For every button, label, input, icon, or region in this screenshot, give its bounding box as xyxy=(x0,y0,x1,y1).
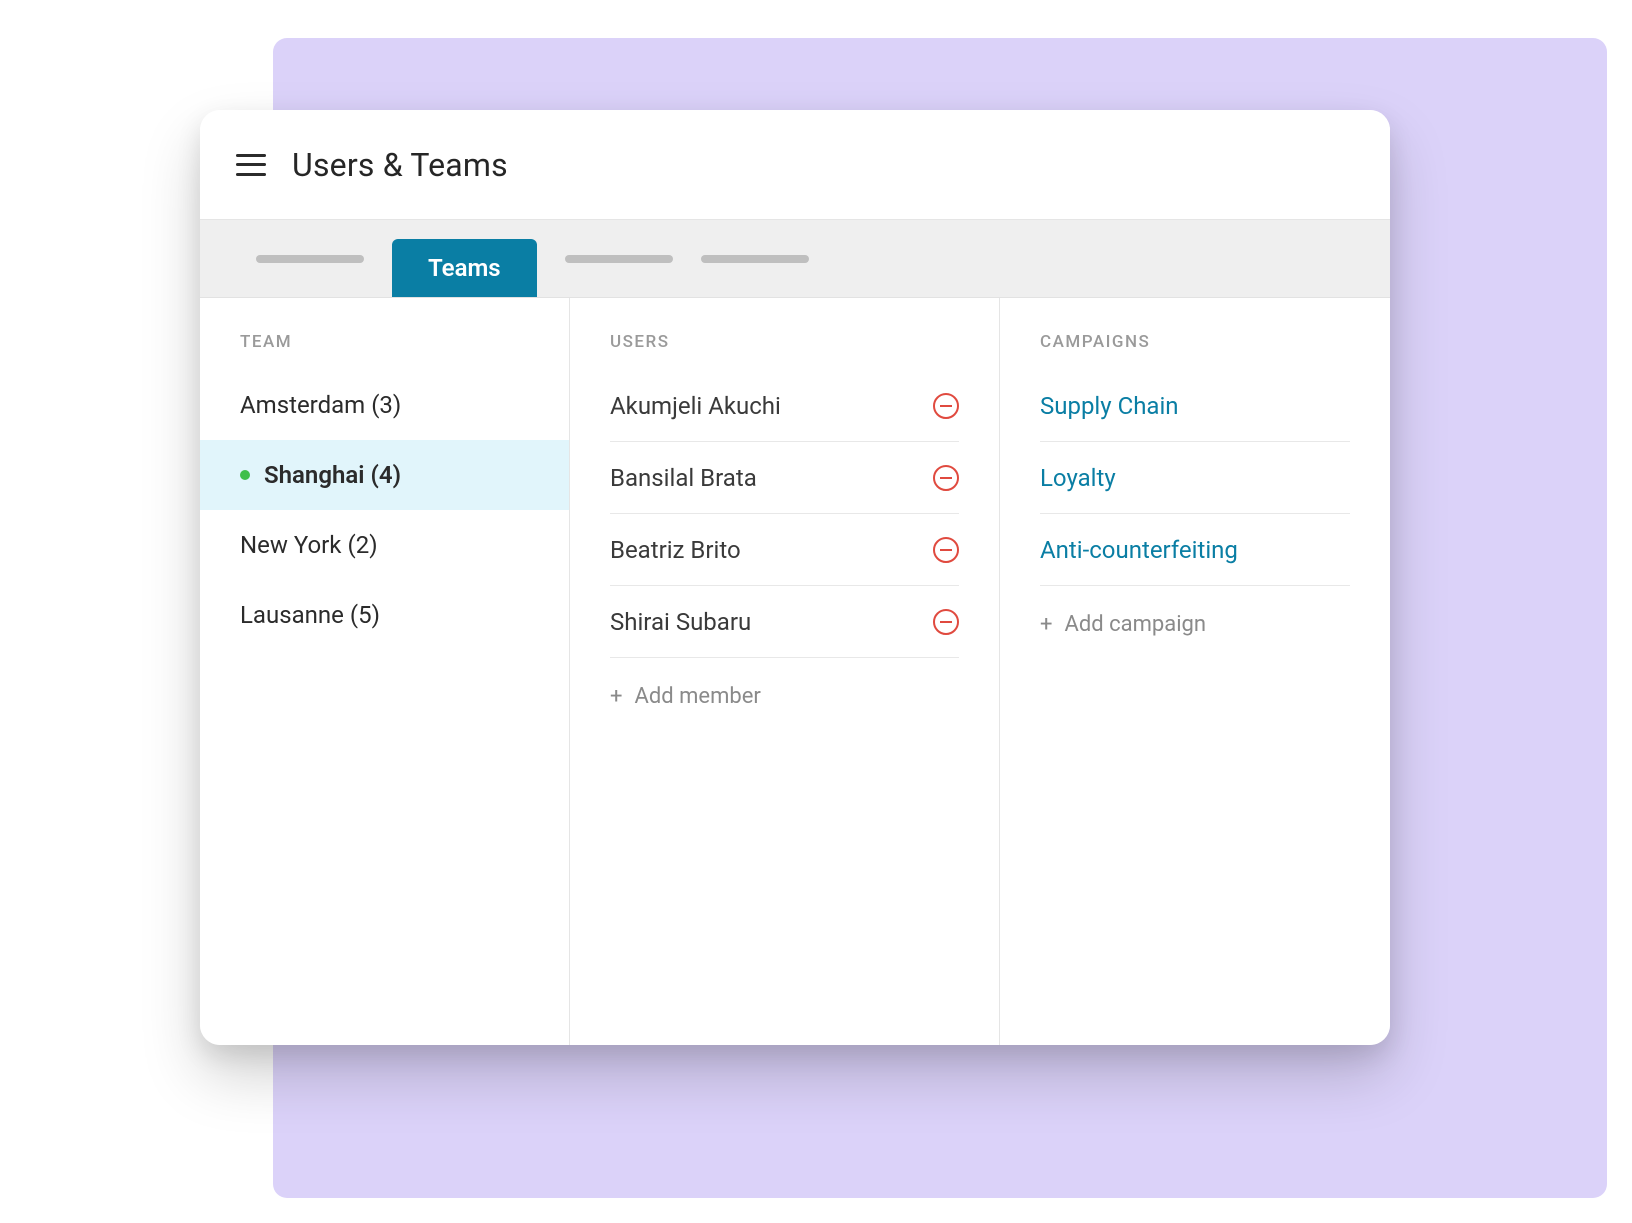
titlebar: Users & Teams xyxy=(200,110,1390,220)
campaigns-list: Supply Chain Loyalty Anti-counterfeiting xyxy=(1000,370,1390,586)
team-item-count: (4) xyxy=(371,461,401,489)
user-row: Bansilal Brata xyxy=(610,442,959,514)
team-item-label: Shanghai xyxy=(264,461,365,489)
tab-teams[interactable]: Teams xyxy=(392,239,537,297)
team-list: Amsterdam(3)Shanghai(4)New York(2)Lausan… xyxy=(200,370,569,650)
campaign-link[interactable]: Supply Chain xyxy=(1040,392,1179,420)
team-column: TEAM Amsterdam(3)Shanghai(4)New York(2)L… xyxy=(200,298,570,1045)
users-teams-card: Users & Teams Teams TEAM Amsterdam(3)Sha… xyxy=(200,110,1390,1045)
add-member-label: Add member xyxy=(634,684,760,709)
users-column: USERS Akumjeli Akuchi Bansilal Brata Beatr… xyxy=(570,298,1000,1045)
campaign-link[interactable]: Anti-counterfeiting xyxy=(1040,536,1238,564)
user-name: Bansilal Brata xyxy=(610,464,757,492)
page-title: Users & Teams xyxy=(292,146,508,184)
add-member-button[interactable]: + Add member xyxy=(570,658,999,709)
user-name: Shirai Subaru xyxy=(610,608,751,636)
remove-user-icon[interactable] xyxy=(933,393,959,419)
remove-user-icon[interactable] xyxy=(933,537,959,563)
team-item-count: (2) xyxy=(347,531,377,559)
campaign-row: Anti-counterfeiting xyxy=(1040,514,1350,586)
users-list: Akumjeli Akuchi Bansilal Brata Beatriz Bri… xyxy=(570,370,999,658)
plus-icon: + xyxy=(1040,614,1052,636)
team-item[interactable]: Shanghai(4) xyxy=(200,440,569,510)
user-name: Beatriz Brito xyxy=(610,536,741,564)
user-row: Akumjeli Akuchi xyxy=(610,370,959,442)
add-campaign-label: Add campaign xyxy=(1064,612,1206,637)
campaign-link[interactable]: Loyalty xyxy=(1040,464,1116,492)
team-item[interactable]: Lausanne(5) xyxy=(200,580,569,650)
campaign-row: Loyalty xyxy=(1040,442,1350,514)
menu-icon[interactable] xyxy=(236,154,266,176)
campaign-row: Supply Chain xyxy=(1040,370,1350,442)
tab-placeholder[interactable] xyxy=(256,255,364,263)
tab-placeholder[interactable] xyxy=(701,255,809,263)
plus-icon: + xyxy=(610,686,622,708)
team-item[interactable]: Amsterdam(3) xyxy=(200,370,569,440)
add-campaign-button[interactable]: + Add campaign xyxy=(1000,586,1390,637)
user-row: Beatriz Brito xyxy=(610,514,959,586)
remove-user-icon[interactable] xyxy=(933,609,959,635)
user-name: Akumjeli Akuchi xyxy=(610,392,781,420)
team-item-label: Amsterdam xyxy=(240,391,365,419)
campaigns-column: CAMPAIGNS Supply Chain Loyalty Anti-counte… xyxy=(1000,298,1390,1045)
tabsbar: Teams xyxy=(200,220,1390,298)
team-item-label: New York xyxy=(240,531,341,559)
team-item[interactable]: New York(2) xyxy=(200,510,569,580)
columns: TEAM Amsterdam(3)Shanghai(4)New York(2)L… xyxy=(200,298,1390,1045)
team-item-count: (3) xyxy=(371,391,401,419)
status-dot-icon xyxy=(240,470,250,480)
team-item-count: (5) xyxy=(350,601,380,629)
user-row: Shirai Subaru xyxy=(610,586,959,658)
campaigns-column-header: CAMPAIGNS xyxy=(1000,298,1390,370)
users-column-header: USERS xyxy=(570,298,999,370)
remove-user-icon[interactable] xyxy=(933,465,959,491)
team-item-label: Lausanne xyxy=(240,601,344,629)
team-column-header: TEAM xyxy=(200,298,569,370)
tab-placeholder[interactable] xyxy=(565,255,673,263)
